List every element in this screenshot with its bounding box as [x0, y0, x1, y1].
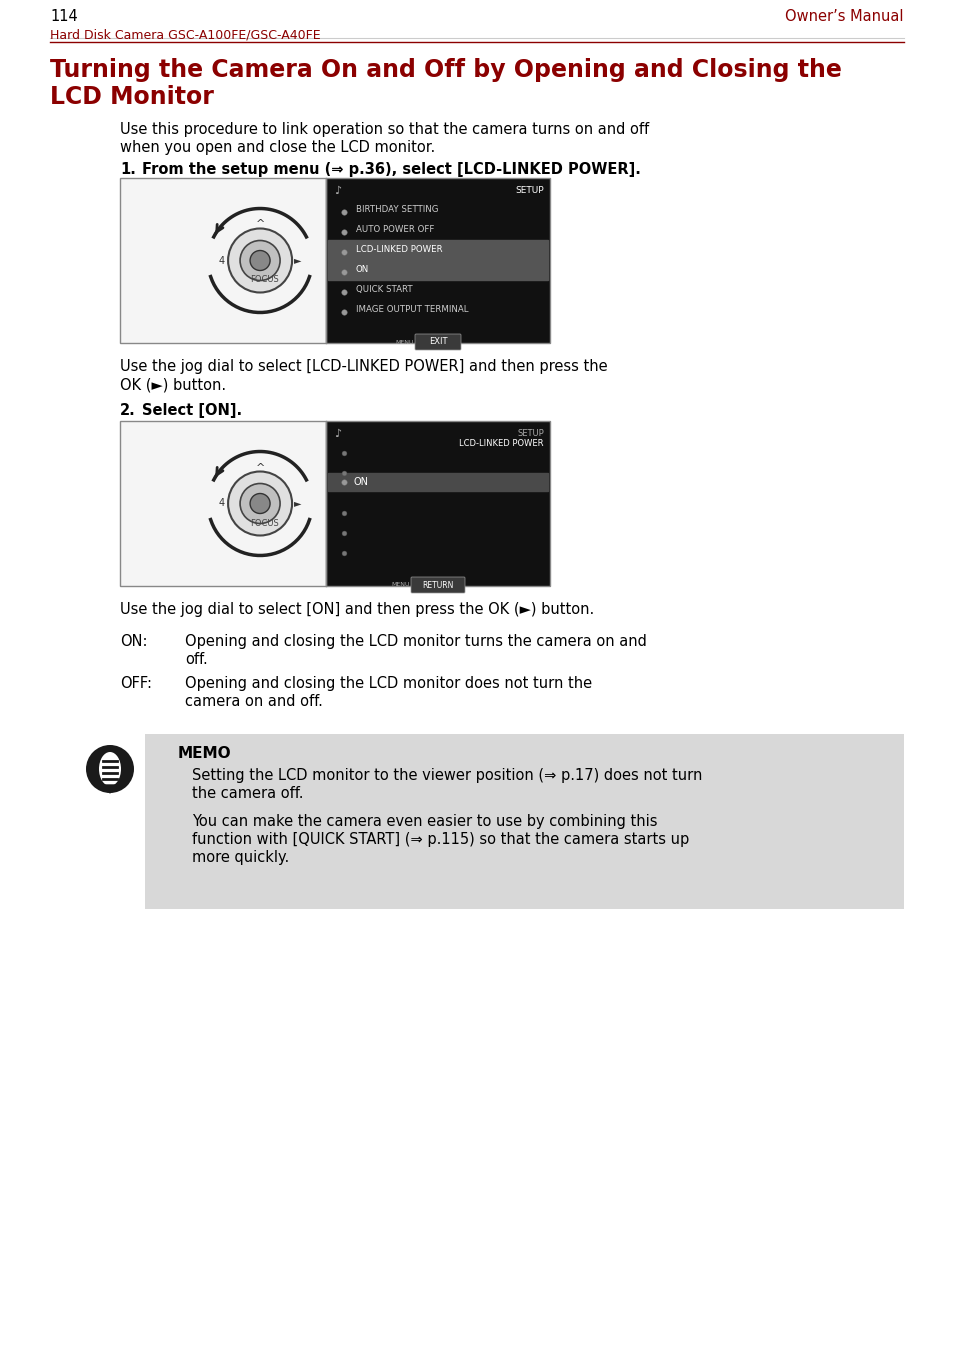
Text: ►: ►	[294, 256, 301, 265]
Text: From the setup menu (⇒ p.36), select [LCD-LINKED POWER].: From the setup menu (⇒ p.36), select [LC…	[142, 162, 640, 177]
Circle shape	[228, 472, 292, 535]
Text: Owner’s Manual: Owner’s Manual	[784, 9, 903, 24]
Text: Opening and closing the LCD monitor does not turn the: Opening and closing the LCD monitor does…	[185, 676, 592, 691]
Text: AUTO POWER OFF: AUTO POWER OFF	[355, 224, 434, 234]
Text: Use the jog dial to select [ON] and then press the OK (►) button.: Use the jog dial to select [ON] and then…	[120, 602, 594, 617]
Text: camera on and off.: camera on and off.	[185, 694, 322, 708]
Text: more quickly.: more quickly.	[192, 850, 289, 865]
Circle shape	[250, 250, 270, 270]
Text: FOCUS: FOCUS	[250, 276, 278, 284]
Text: OFF:: OFF:	[120, 676, 152, 691]
Text: MENU: MENU	[395, 339, 414, 345]
Bar	[328, 473, 547, 491]
Text: Use the jog dial to select [LCD-LINKED POWER] and then press the: Use the jog dial to select [LCD-LINKED P…	[120, 360, 607, 375]
Text: BIRTHDAY SETTING: BIRTHDAY SETTING	[355, 206, 438, 214]
Text: 1.: 1.	[120, 162, 135, 177]
Text: Hard Disk Camera GSC-A100FE/GSC-A40FE: Hard Disk Camera GSC-A100FE/GSC-A40FE	[50, 28, 320, 41]
Text: when you open and close the LCD monitor.: when you open and close the LCD monitor.	[120, 141, 435, 155]
Text: ^: ^	[255, 462, 265, 472]
Text: OK (►) button.: OK (►) button.	[120, 377, 226, 392]
Text: LCD Monitor: LCD Monitor	[50, 85, 213, 110]
Text: ♪: ♪	[334, 187, 341, 196]
Text: RETURN: RETURN	[422, 580, 454, 589]
Bar	[326, 178, 550, 343]
Circle shape	[228, 228, 292, 292]
Circle shape	[250, 493, 270, 514]
Text: Setting the LCD monitor to the viewer position (⇒ p.17) does not turn: Setting the LCD monitor to the viewer po…	[192, 768, 701, 783]
Text: Turning the Camera On and Off by Opening and Closing the: Turning the Camera On and Off by Opening…	[50, 58, 841, 82]
Bar	[326, 420, 550, 585]
Text: ON: ON	[354, 477, 369, 487]
Text: 114: 114	[50, 9, 77, 24]
FancyBboxPatch shape	[415, 334, 460, 350]
Text: You can make the camera even easier to use by combining this: You can make the camera even easier to u…	[192, 814, 657, 829]
Bar	[120, 178, 326, 343]
Circle shape	[240, 484, 280, 523]
Text: function with [QUICK START] (⇒ p.115) so that the camera starts up: function with [QUICK START] (⇒ p.115) so…	[192, 831, 688, 846]
Text: 4: 4	[219, 256, 225, 265]
Text: Opening and closing the LCD monitor turns the camera on and: Opening and closing the LCD monitor turn…	[185, 634, 646, 649]
FancyBboxPatch shape	[411, 577, 464, 594]
Bar	[120, 420, 326, 585]
Text: the camera off.: the camera off.	[192, 786, 303, 800]
Text: ►: ►	[294, 499, 301, 508]
Text: FOCUS: FOCUS	[250, 519, 278, 527]
Circle shape	[240, 241, 280, 280]
Text: IMAGE OUTPUT TERMINAL: IMAGE OUTPUT TERMINAL	[355, 306, 468, 314]
Text: MEMO: MEMO	[178, 746, 232, 761]
Text: Select [ON].: Select [ON].	[142, 403, 242, 418]
Text: 4: 4	[219, 499, 225, 508]
Text: EXIT: EXIT	[428, 338, 447, 346]
Text: ^: ^	[255, 219, 265, 230]
Text: LCD-LINKED POWER: LCD-LINKED POWER	[459, 439, 543, 448]
Text: LCD-LINKED POWER: LCD-LINKED POWER	[355, 245, 442, 254]
Text: 2.: 2.	[120, 403, 135, 418]
Bar	[328, 241, 547, 260]
Text: off.: off.	[185, 652, 208, 667]
Text: SETUP: SETUP	[517, 429, 543, 438]
Text: ♪: ♪	[334, 429, 341, 439]
Text: SETUP: SETUP	[515, 187, 543, 195]
Text: Use this procedure to link operation so that the camera turns on and off: Use this procedure to link operation so …	[120, 122, 648, 137]
Text: QUICK START: QUICK START	[355, 285, 413, 293]
Text: MENU: MENU	[391, 583, 410, 588]
Bar	[328, 260, 547, 280]
Bar	[145, 734, 903, 909]
Text: ON: ON	[355, 265, 369, 274]
Text: ON:: ON:	[120, 634, 148, 649]
Circle shape	[86, 745, 133, 794]
Polygon shape	[104, 786, 116, 794]
Ellipse shape	[99, 752, 121, 786]
